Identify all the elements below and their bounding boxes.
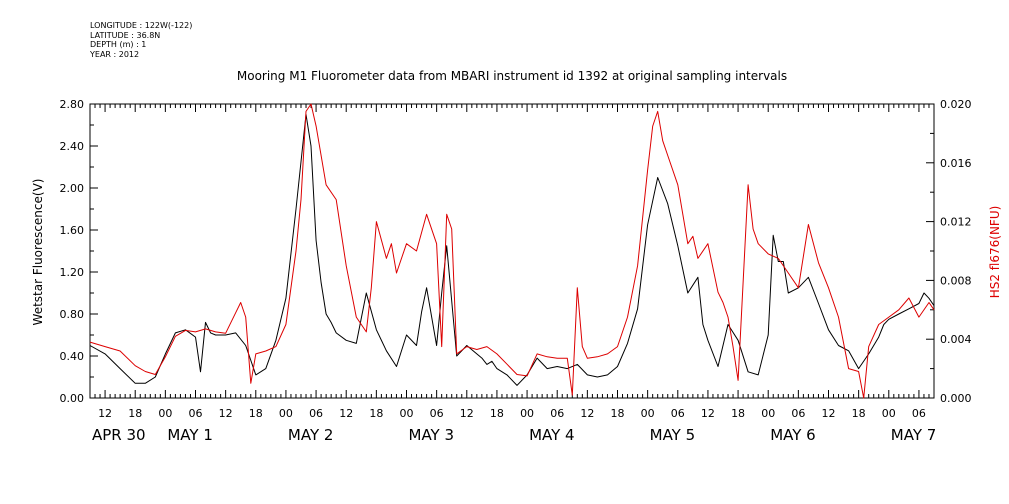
x-hour-label: 06 [309, 407, 323, 420]
metadata-block: LONGITUDE : 122W(-122) LATITUDE : 36.8N … [90, 21, 192, 59]
y-tick-label-left: 0.40 [60, 350, 85, 363]
year-label: YEAR : 2012 [90, 49, 140, 59]
y-tick-label-left: 2.00 [60, 182, 85, 195]
x-hour-label: 18 [128, 407, 142, 420]
y-tick-label-right: 0.016 [940, 157, 972, 170]
x-day-label: MAY 6 [770, 426, 816, 444]
y-tick-label-left: 2.80 [60, 98, 85, 111]
x-hour-label: 06 [189, 407, 203, 420]
x-hour-label: 00 [520, 407, 534, 420]
y-tick-label-right: 0.020 [940, 98, 972, 111]
y-tick-label-left: 1.60 [60, 224, 85, 237]
x-day-label: MAY 3 [409, 426, 455, 444]
x-day-label: MAY 2 [288, 426, 334, 444]
y-axis-label-left: Wetstar Fluorescence(V) [31, 179, 45, 326]
y-axis-label-right: HS2 fl676(NFU) [988, 206, 1002, 299]
x-hour-label: 00 [279, 407, 293, 420]
x-hour-label: 18 [490, 407, 504, 420]
x-hour-label: 12 [339, 407, 353, 420]
x-hour-label: 12 [580, 407, 594, 420]
x-hour-label: 18 [852, 407, 866, 420]
x-hour-label: 12 [701, 407, 715, 420]
x-hour-label: 00 [882, 407, 896, 420]
x-hour-label: 18 [731, 407, 745, 420]
x-hour-label: 18 [249, 407, 263, 420]
x-hour-label: 00 [761, 407, 775, 420]
hs2-line [89, 103, 935, 399]
y-tick-label-left: 0.80 [60, 308, 85, 321]
x-hour-label: 06 [671, 407, 685, 420]
y-tick-label-right: 0.008 [940, 274, 972, 287]
chart-title: Mooring M1 Fluorometer data from MBARI i… [237, 69, 787, 83]
x-hour-label: 06 [912, 407, 926, 420]
x-hour-label: 12 [460, 407, 474, 420]
x-day-label: MAY 7 [891, 426, 937, 444]
latitude-label: LATITUDE : 36.8N [90, 30, 161, 40]
depth-label: DEPTH (m) : 1 [90, 40, 147, 49]
plot-frame [89, 103, 935, 399]
x-day-label: MAY 4 [529, 426, 575, 444]
x-hour-label: 00 [400, 407, 414, 420]
x-hour-label: 06 [791, 407, 805, 420]
x-hour-label: 18 [369, 407, 383, 420]
x-hour-label: 00 [158, 407, 172, 420]
x-day-label: APR 30 [92, 426, 146, 444]
y-tick-label-right: 0.012 [940, 216, 972, 229]
x-hour-label: 00 [641, 407, 655, 420]
y-tick-label-left: 1.20 [60, 266, 85, 279]
plot-area: 0.00 0.40 0.80 1.20 1.60 2.00 2.40 2.80 0.000 0.0… [60, 98, 972, 444]
y-tick-label-right: 0.004 [940, 333, 972, 346]
x-hour-label: 06 [550, 407, 564, 420]
x-hour-label: 12 [219, 407, 233, 420]
wetstar-line [89, 114, 935, 386]
x-hour-label: 12 [98, 407, 112, 420]
x-day-label: MAY 1 [167, 426, 213, 444]
y-tick-label-left: 2.40 [60, 140, 85, 153]
x-hour-label: 12 [822, 407, 836, 420]
y-tick-label-left: 0.00 [60, 392, 85, 405]
x-hour-label: 06 [430, 407, 444, 420]
y-tick-label-right: 0.000 [940, 392, 972, 405]
x-day-label: MAY 5 [650, 426, 696, 444]
longitude-label: LONGITUDE : 122W(-122) [90, 21, 193, 30]
x-hour-label: 18 [611, 407, 625, 420]
